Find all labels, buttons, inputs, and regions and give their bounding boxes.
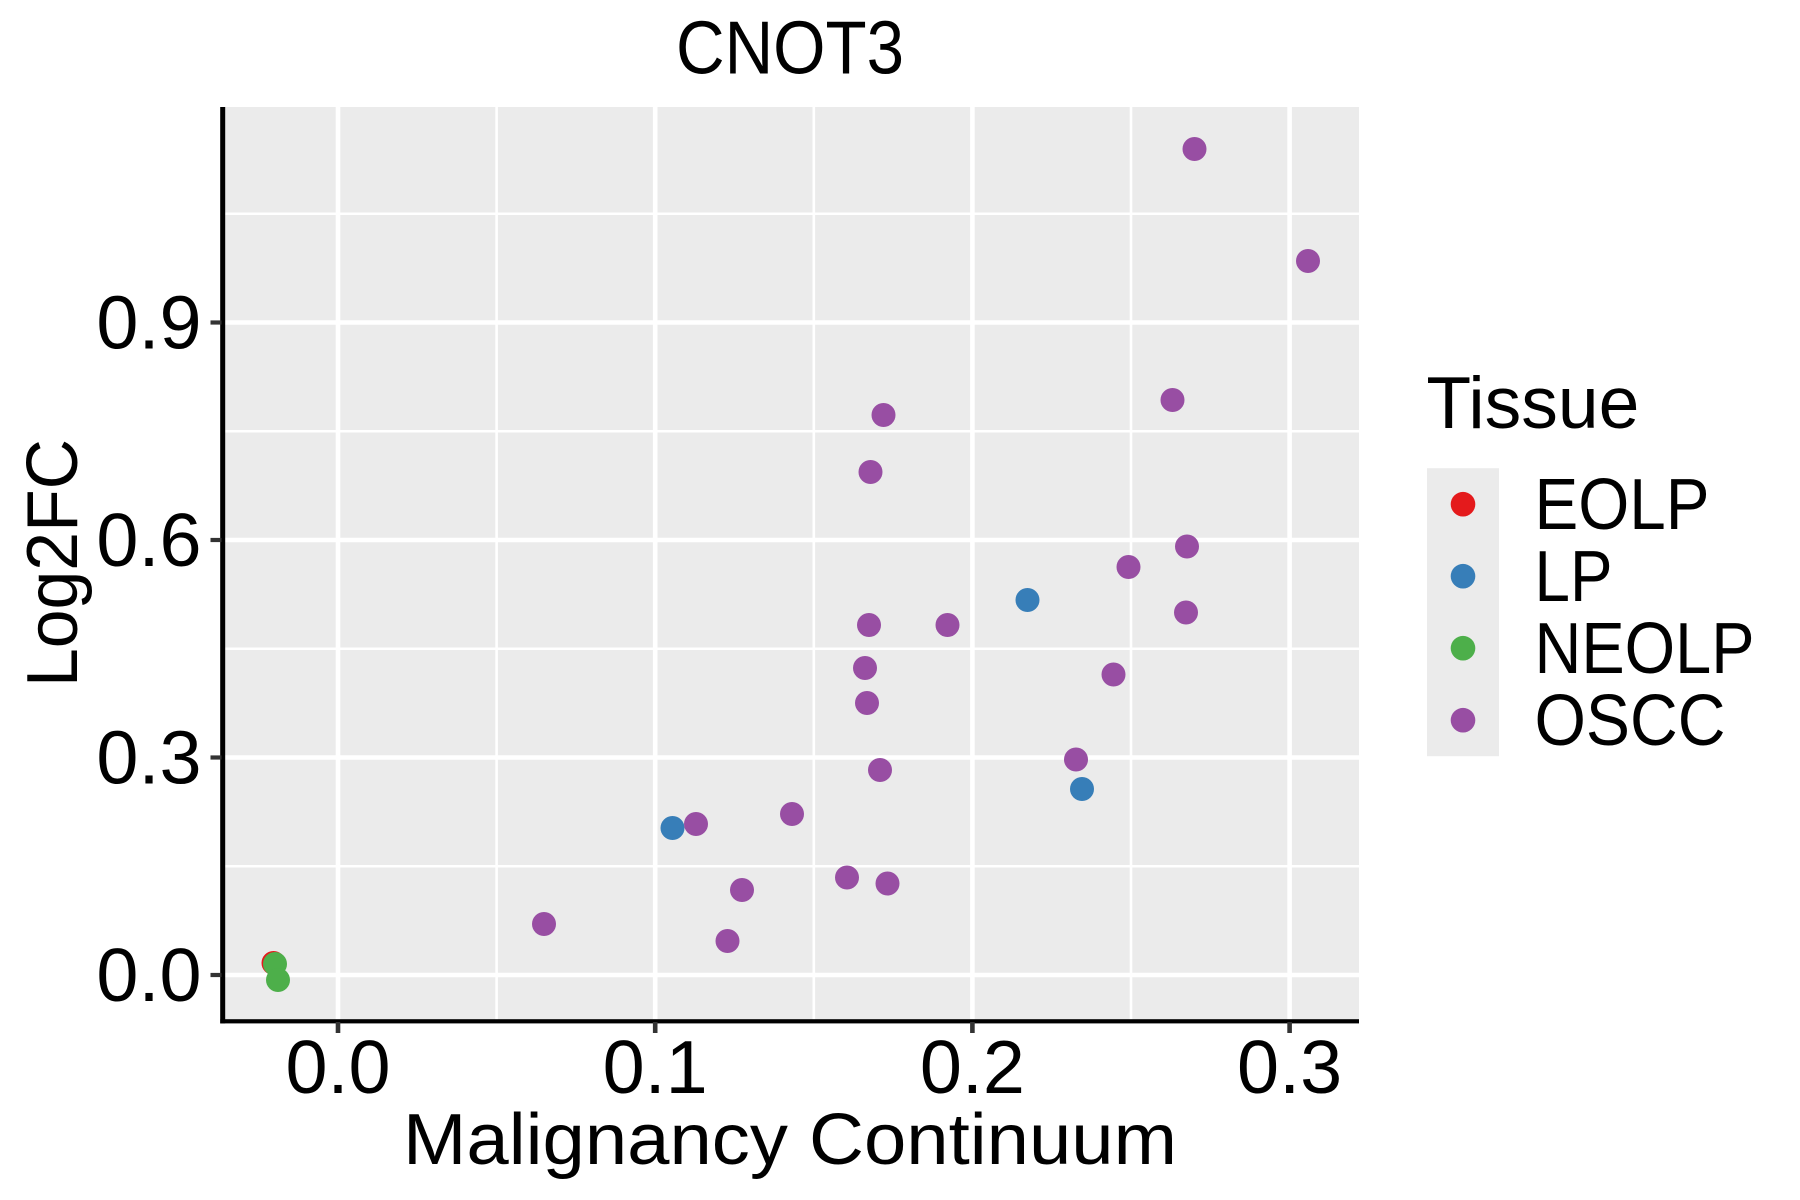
svg-text:0.2: 0.2	[920, 1026, 1025, 1110]
svg-text:0.9: 0.9	[96, 282, 201, 366]
svg-text:LP: LP	[1535, 536, 1613, 617]
svg-text:CNOT3: CNOT3	[676, 6, 904, 90]
svg-text:Malignancy Continuum: Malignancy Continuum	[403, 1100, 1177, 1180]
svg-text:Tissue: Tissue	[1426, 363, 1639, 444]
svg-text:0.1: 0.1	[603, 1026, 708, 1110]
svg-text:OSCC: OSCC	[1535, 680, 1726, 761]
svg-text:0.6: 0.6	[96, 499, 201, 583]
svg-text:Log2FC: Log2FC	[13, 439, 93, 687]
svg-text:0.3: 0.3	[1237, 1026, 1342, 1110]
svg-text:0.0: 0.0	[96, 934, 201, 1018]
svg-text:0.3: 0.3	[96, 717, 201, 801]
svg-text:0.0: 0.0	[285, 1026, 390, 1110]
svg-text:NEOLP: NEOLP	[1535, 608, 1755, 689]
svg-text:EOLP: EOLP	[1535, 464, 1710, 545]
